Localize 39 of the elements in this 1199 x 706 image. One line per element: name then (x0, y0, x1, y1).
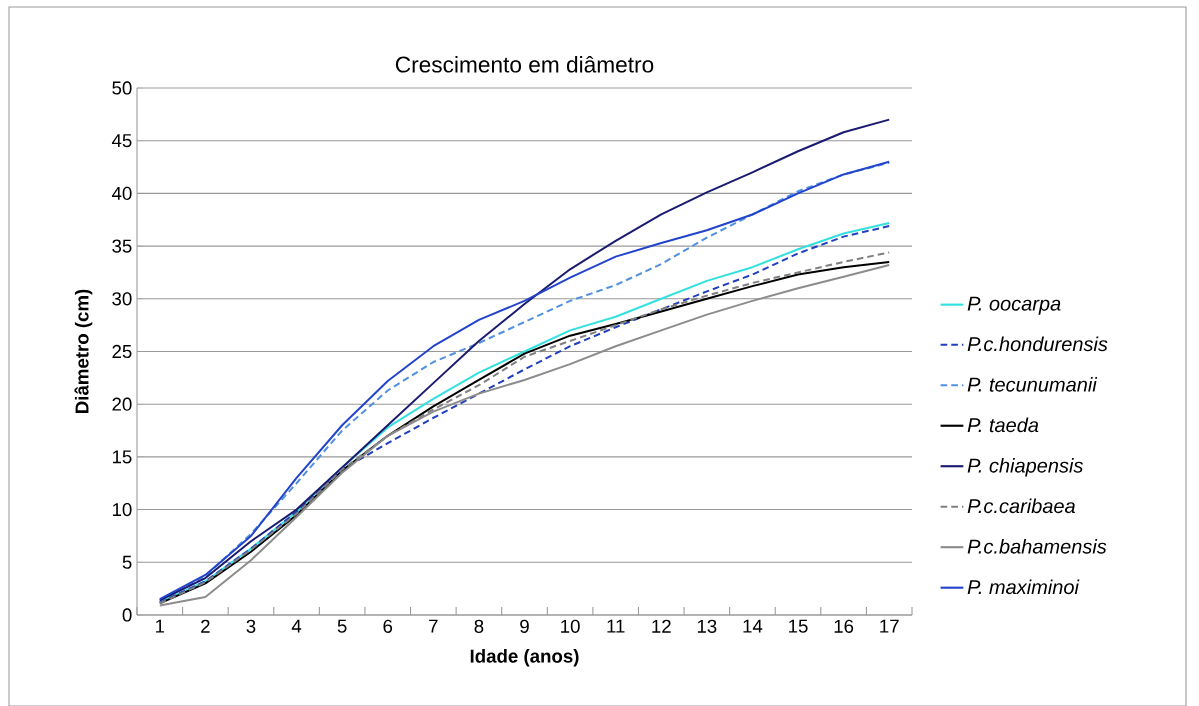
x-tick-label: 16 (834, 619, 854, 633)
legend-label: P. oocarpa (967, 296, 1061, 315)
y-tick-label: 30 (112, 292, 132, 306)
x-tick-label: 17 (880, 619, 899, 633)
x-tick-label: 3 (246, 619, 256, 633)
x-tick-label: 5 (337, 619, 347, 633)
x-tick-label: 2 (201, 619, 210, 633)
x-tick-label: 15 (789, 619, 808, 633)
x-tick-label: 8 (474, 619, 484, 633)
x-tick-label: 6 (383, 619, 393, 633)
y-tick-label: 35 (112, 239, 132, 253)
legend-label: P. maximinoi (967, 579, 1080, 595)
legend-label: P. taeda (967, 417, 1039, 433)
x-tick-label: 9 (520, 619, 529, 633)
legend-label: P.c.hondurensis (967, 336, 1108, 352)
x-tick-label: 10 (561, 619, 580, 633)
x-tick-label: 7 (429, 619, 438, 633)
y-tick-label: 10 (112, 502, 132, 517)
y-tick-label: 5 (122, 555, 132, 569)
y-tick-label: 50 (112, 81, 132, 95)
x-tick-label: 4 (291, 619, 302, 633)
x-tick-label: 13 (697, 619, 717, 633)
chart-title: Crescimento em diâmetro (395, 55, 654, 73)
x-tick-label: 11 (607, 619, 625, 633)
x-tick-label: 1 (156, 619, 165, 633)
legend-label: P.c.bahamensis (967, 538, 1107, 554)
x-tick-label: 12 (652, 619, 671, 633)
y-tick-label: 45 (111, 134, 132, 148)
legend-label: P.c.caribaea (967, 498, 1075, 514)
y-tick-label: 0 (122, 608, 132, 622)
y-tick-label: 15 (112, 450, 132, 464)
legend-label: P. chiapensis (967, 457, 1083, 477)
x-axis-title: Idade (anos) (470, 649, 579, 667)
y-tick-label: 25 (112, 344, 132, 359)
y-tick-label: 20 (112, 397, 132, 411)
y-axis-title: Diâmetro (cm) (74, 289, 93, 413)
x-tick-label: 14 (743, 619, 763, 633)
legend-label: P. tecunumanii (967, 377, 1098, 392)
y-tick-label: 40 (111, 186, 132, 201)
